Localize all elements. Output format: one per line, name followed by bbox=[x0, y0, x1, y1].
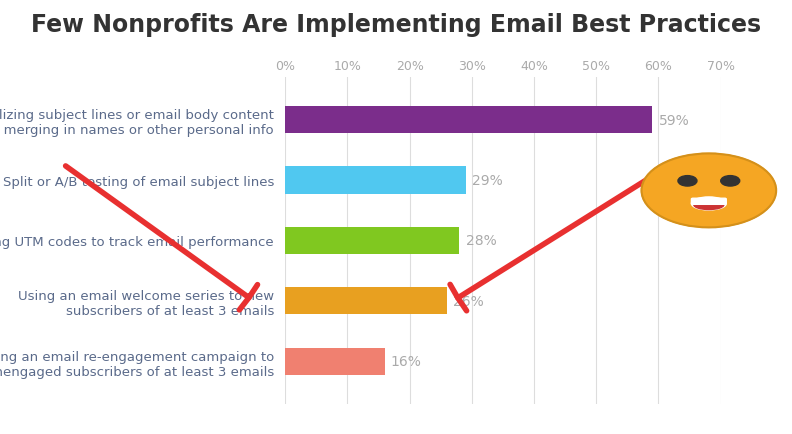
Bar bbox=[285, 167, 466, 194]
Text: 28%: 28% bbox=[466, 234, 497, 248]
Text: 59%: 59% bbox=[658, 113, 689, 127]
Bar bbox=[285, 288, 447, 315]
Bar bbox=[285, 107, 653, 134]
Bar bbox=[285, 227, 459, 254]
Text: 26%: 26% bbox=[453, 294, 484, 308]
Text: 16%: 16% bbox=[391, 355, 422, 368]
Text: Few Nonprofits Are Implementing Email Best Practices: Few Nonprofits Are Implementing Email Be… bbox=[31, 13, 761, 37]
Bar bbox=[285, 348, 385, 375]
Text: 29%: 29% bbox=[472, 174, 503, 187]
